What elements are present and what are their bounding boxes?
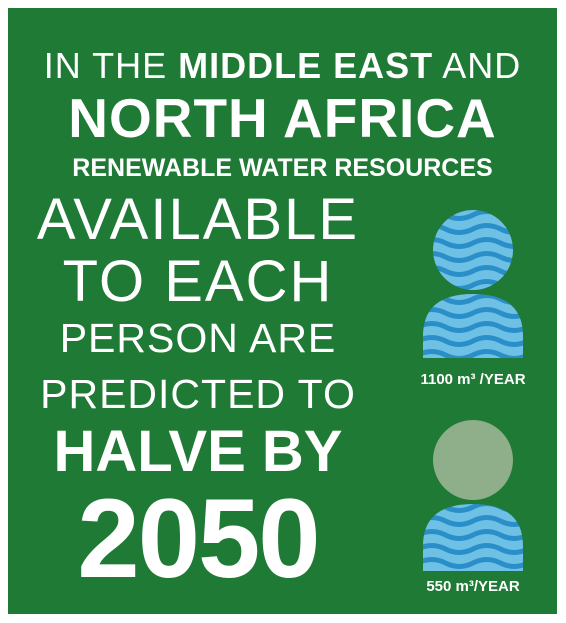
headline-line-3: RENEWABLE WATER RESOURCES (72, 154, 493, 182)
headline-line-7: PREDICTED TO (40, 371, 356, 417)
headline-line-6: PERSON ARE (59, 315, 337, 361)
water-person-icon (423, 210, 523, 358)
headline-line-8: HALVE BY (53, 419, 343, 484)
headline-line-1: IN THE MIDDLE EAST AND (8, 48, 557, 84)
figure-caption-2: 550 m³/YEAR (426, 578, 520, 595)
headline-text: IN THE (43, 45, 179, 86)
half-water-person-icon (423, 420, 523, 571)
headline-region: MIDDLE EAST (178, 45, 434, 86)
infographic-card: IN THE MIDDLE EAST AND NORTH AFRICA RENE… (8, 8, 557, 614)
headline-line-5: TO EACH (62, 249, 334, 314)
figure-caption-1: 1100 m³ /YEAR (420, 371, 526, 388)
headline-year: 2050 (77, 476, 320, 601)
headline-text: AND (433, 45, 522, 86)
headline-line-4: AVAILABLE (36, 187, 360, 252)
headline-line-2: NORTH AFRICA (68, 87, 497, 149)
